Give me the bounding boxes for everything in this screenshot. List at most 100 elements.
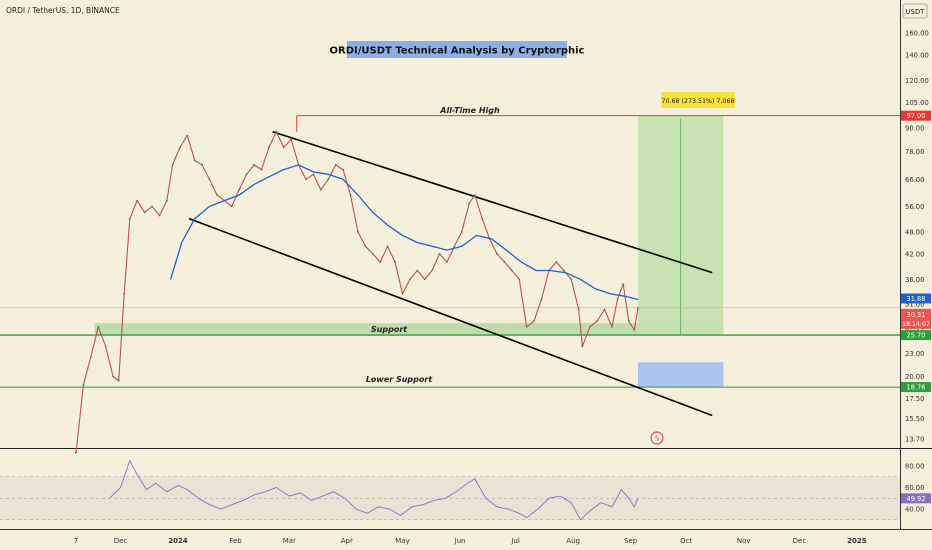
price-point (473, 194, 476, 196)
price-point (481, 217, 484, 220)
price-point (401, 292, 404, 295)
price-point (423, 278, 426, 281)
price-badges: 97.00 31.88 30.31 18:14:07 25.70 18.76 49.92 (901, 110, 931, 504)
time-tick-label: Mar (283, 537, 296, 545)
price-point (394, 261, 396, 263)
lower-support-badge-box (901, 382, 931, 393)
time-tick-label: Nov (737, 537, 751, 545)
price-point (158, 214, 161, 217)
price-tick-label: 90.00 (905, 125, 924, 133)
support-badge: 25.70 (907, 332, 926, 340)
price-point (409, 278, 411, 281)
time-tick-label: 2025 (847, 537, 867, 545)
price-point (117, 379, 120, 382)
price-point (238, 188, 241, 191)
currency-button[interactable] (902, 3, 928, 19)
price-line (75, 131, 639, 453)
chart-title-background (347, 41, 567, 58)
rsi-tick-label: 40.00 (905, 506, 924, 514)
price-point (82, 384, 85, 386)
channel-layer (188, 130, 713, 417)
price-tick-label: 56.00 (905, 203, 924, 211)
levels-layer (0, 115, 900, 388)
ath-badge-box (901, 110, 931, 121)
price-point (89, 356, 92, 358)
price-point (171, 164, 174, 166)
price-point (371, 253, 374, 255)
price-point (253, 164, 256, 166)
price-point (230, 205, 233, 208)
price-point (327, 178, 330, 181)
price-point (431, 269, 433, 272)
price-point (622, 283, 625, 285)
price-point (570, 278, 573, 281)
time-tick-label: Apr (341, 537, 353, 545)
price-point (555, 261, 558, 263)
price-point (143, 211, 146, 214)
price-tick-label: 42.00 (905, 250, 924, 258)
price-tick-label: 20.00 (905, 373, 924, 381)
price-point (112, 375, 114, 378)
time-tick-label: May (395, 537, 409, 545)
price-point (637, 307, 639, 309)
rsi-tick-label: 60.00 (905, 484, 924, 492)
price-tick-label: 66.00 (905, 176, 924, 184)
last-price-box (901, 308, 931, 329)
rsi-badge: 49.92 (907, 495, 926, 503)
price-point (577, 308, 580, 311)
symbol-line[interactable]: ORDI / TetherUS, 1D, BINANCE (6, 6, 120, 15)
price-point (540, 298, 543, 300)
ath-badge: 97.00 (907, 112, 926, 120)
lightning-icon[interactable] (650, 431, 664, 445)
price-point (503, 261, 506, 263)
price-tick-label: 140.00 (905, 52, 929, 60)
price-tick-label: 120.00 (905, 77, 929, 85)
price-point (128, 217, 131, 220)
rsi-line (109, 459, 639, 521)
time-axis: 7 Dec 2024 Feb Mar Apr May Jun Jul Aug Sep Oct Nov De… (74, 537, 867, 545)
price-point (179, 146, 181, 149)
ema-badge: 31.88 (907, 295, 926, 303)
time-tick-label: 2024 (168, 537, 188, 545)
price-point (357, 231, 359, 233)
price-point (201, 164, 204, 166)
target-label: 70.68 (273.51%) 7,068 (662, 98, 735, 105)
price-tick-label: 23.00 (905, 350, 924, 358)
price-point (305, 178, 307, 181)
price-point (75, 451, 77, 454)
price-point (581, 345, 584, 348)
price-point (588, 326, 591, 328)
price-axis: 160.00 140.00 120.00 105.00 90.00 78.00 66.00 5… (905, 30, 929, 514)
buy-zone (638, 362, 724, 388)
rsi-tick-label: 80.00 (905, 463, 924, 471)
price-point (453, 245, 456, 248)
price-point (603, 308, 606, 311)
price-point (290, 138, 293, 141)
price-point (468, 202, 471, 205)
time-tick-label: Dec (793, 537, 807, 545)
channel-lower-line (188, 217, 713, 417)
price-point (123, 292, 126, 295)
price-point (319, 188, 322, 191)
support-label: Support (371, 325, 408, 334)
price-point (186, 134, 189, 137)
zones-layer (94, 115, 724, 388)
time-tick-label: Jul (510, 537, 520, 545)
price-point (525, 326, 528, 328)
lightning-glyph: ϟ (654, 434, 659, 443)
channel-upper-line (272, 130, 713, 274)
price-point (208, 178, 211, 181)
price-point (275, 130, 278, 133)
price-point (633, 329, 636, 331)
price-tick-label: 13.70 (905, 436, 924, 444)
price-point (511, 269, 513, 272)
ema-badge-box (901, 293, 931, 304)
price-point (216, 194, 218, 196)
price-tick-label: 31.00 (905, 301, 924, 309)
time-tick-label: 7 (74, 537, 78, 545)
price-point (334, 164, 337, 166)
chart-title: ORDI/USDT Technical Analysis by Cryptorp… (330, 46, 585, 57)
lower-support-badge: 18.76 (907, 384, 926, 392)
price-point (282, 146, 285, 149)
